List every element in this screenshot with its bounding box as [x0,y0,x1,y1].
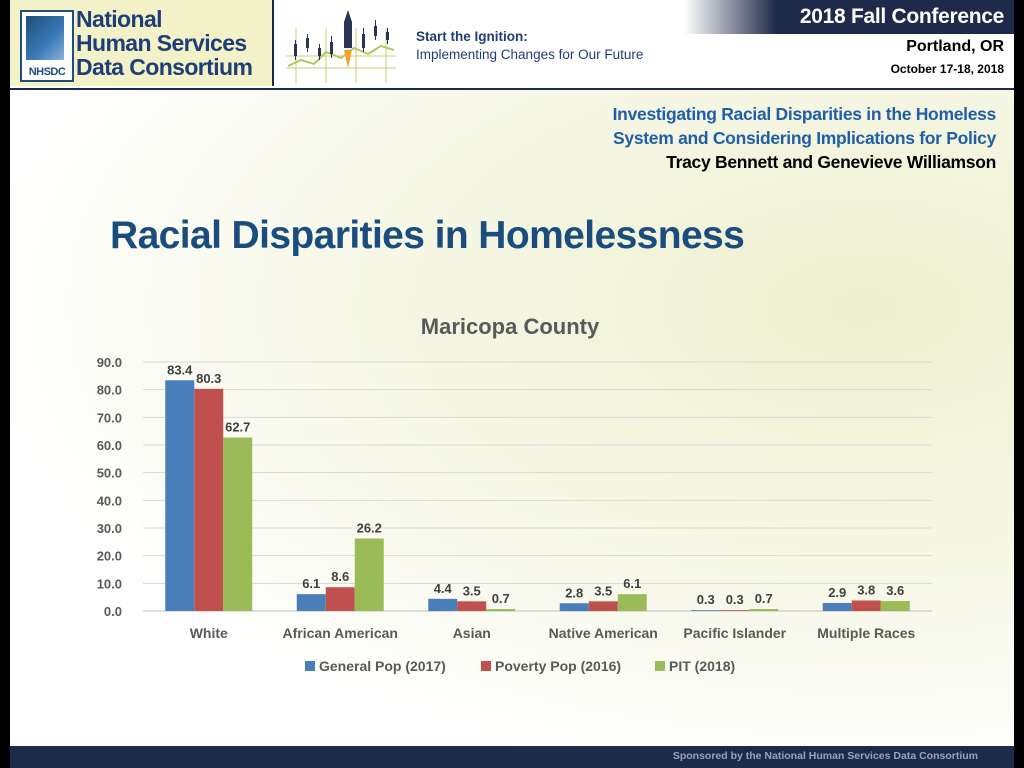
footer-sponsor: Sponsored by the National Human Services… [672,750,978,762]
session-title-line: System and Considering Implications for … [613,128,996,148]
legend-swatch [481,661,491,671]
bar [194,388,224,611]
bar-chart: Maricopa County 0.0 10.0 20.0 30.0 40.0 50.0 60… [97,314,932,674]
data-label: 3.8 [857,582,875,597]
bar [749,609,779,611]
y-tick-label: 40.0 [97,493,122,508]
data-label: 0.7 [755,591,773,606]
conference-title: 2018 Fall Conference [799,5,1004,28]
data-label: 6.1 [302,576,320,591]
chart-title: Maricopa County [421,314,600,339]
y-tick-label: 10.0 [97,576,122,591]
y-tick-label: 80.0 [97,383,122,398]
logo-line: Human Services [76,30,247,56]
ignition-candlestick-icon [286,10,396,83]
tagline: Start the Ignition: Implementing Changes… [416,28,643,64]
x-tick-label: Multiple Races [817,625,915,641]
bar [486,609,516,611]
data-label: 4.4 [434,581,453,596]
session-info: Investigating Racial Disparities in the … [612,102,997,174]
bar [223,437,253,611]
tagline-title: Start the Ignition: [416,29,528,44]
bar [720,610,750,611]
data-label: 0.3 [697,592,715,607]
x-tick-label: White [190,625,228,641]
y-tick-label: 90.0 [97,355,122,370]
bar [354,538,384,611]
conference-banner [684,0,1014,34]
y-tick-label: 0.0 [104,604,122,619]
x-tick-label: Native American [549,625,658,641]
y-tick-label: 60.0 [97,438,122,453]
y-tick-label: 20.0 [97,549,122,564]
header: NHSDC National Human Services Data Conso… [10,0,1014,90]
logo-line: Data Consortium [76,54,253,80]
data-label: 0.3 [726,592,744,607]
y-tick-label: 70.0 [97,410,122,425]
bar [617,594,647,611]
legend-label: Poverty Pop (2016) [495,658,621,674]
data-label: 26.2 [357,521,382,536]
bar [296,594,326,611]
bar [880,601,910,611]
legend-swatch [655,661,665,671]
data-label: 3.6 [886,583,904,598]
session-title-line: Investigating Racial Disparities in the … [612,104,997,124]
x-tick-label: Pacific Islander [683,625,786,641]
bar [822,602,852,611]
bar [457,601,487,611]
session-authors: Tracy Bennett and Genevieve Williamson [666,152,996,172]
tagline-subtitle: Implementing Changes for Our Future [416,47,644,62]
data-label: 3.5 [594,583,612,598]
logo-icon: NHSDC [20,10,74,82]
data-label: 80.3 [196,371,221,386]
bar [691,610,721,611]
data-label: 83.4 [167,362,193,377]
bar [428,598,458,611]
data-label: 2.9 [828,585,846,600]
bar [851,600,881,611]
data-label: 0.7 [492,591,510,606]
x-tick-label: African American [283,625,398,641]
legend-label: General Pop (2017) [319,658,446,674]
data-label: 8.6 [331,569,349,584]
bar [588,601,618,611]
y-tick-label: 50.0 [97,466,122,481]
conference-city: Portland, OR [906,38,1004,55]
data-label: 3.5 [463,583,481,598]
data-label: 2.8 [565,585,583,600]
footer: Sponsored by the National Human Services… [10,746,1014,768]
data-label: 62.7 [225,420,250,435]
slide-title: Racial Disparities in Homelessness [110,214,745,257]
slide: NHSDC National Human Services Data Conso… [10,0,1014,768]
legend-label: PIT (2018) [669,658,735,674]
logo-text: National Human Services Data Consortium [76,6,253,80]
bar [559,603,589,611]
logo: NHSDC National Human Services Data Conso… [10,0,274,86]
legend-swatch [305,661,315,671]
bar [325,587,355,611]
conference-dates: October 17-18, 2018 [890,62,1004,76]
y-tick-label: 30.0 [97,521,122,536]
logo-line: National [76,6,163,32]
bar [165,380,195,611]
data-label: 6.1 [623,576,641,591]
x-tick-label: Asian [453,625,491,641]
logo-abbr: NHSDC [28,66,66,78]
